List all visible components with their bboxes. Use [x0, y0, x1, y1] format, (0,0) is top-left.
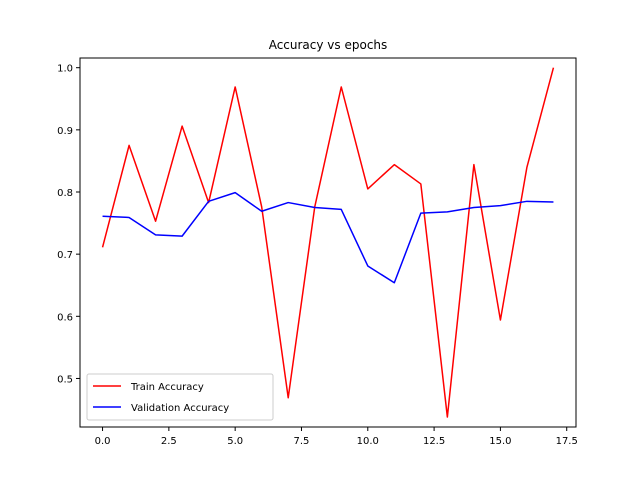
x-tick-label: 12.5: [423, 436, 445, 447]
x-tick-label: 7.5: [294, 436, 310, 447]
legend: Train Accuracy Validation Accuracy: [86, 373, 274, 421]
x-tick-label: 5.0: [227, 436, 243, 447]
y-tick-label: 0.7: [57, 250, 73, 261]
y-tick-label: 1.0: [57, 64, 73, 75]
x-tick-label: 10.0: [357, 436, 379, 447]
x-tick-label: 0.0: [95, 436, 111, 447]
legend-label-train: Train Accuracy: [130, 382, 204, 393]
validation-accuracy-line: [102, 191, 554, 284]
train-accuracy-line: [101, 67, 555, 418]
x-tick-label: 15.0: [489, 436, 511, 447]
y-tick-label: 0.9: [57, 126, 73, 137]
plot-frame: [79, 57, 577, 428]
y-tick-label: 0.6: [57, 312, 73, 323]
y-axis: 0.5 0.6 0.7 0.8 0.9 1.0: [57, 64, 80, 385]
chart-title: Accuracy vs epochs: [269, 38, 388, 52]
series-layer: [101, 67, 555, 418]
y-tick-label: 0.8: [57, 188, 73, 199]
y-tick-label: 0.5: [57, 374, 73, 385]
x-tick-label: 2.5: [161, 436, 177, 447]
legend-box: [86, 373, 274, 421]
x-tick-label: 17.5: [556, 436, 578, 447]
x-axis: 0.0 2.5 5.0 7.5 10.0 12.5 15.0 17.5: [95, 427, 578, 447]
legend-label-validation: Validation Accuracy: [131, 403, 229, 414]
